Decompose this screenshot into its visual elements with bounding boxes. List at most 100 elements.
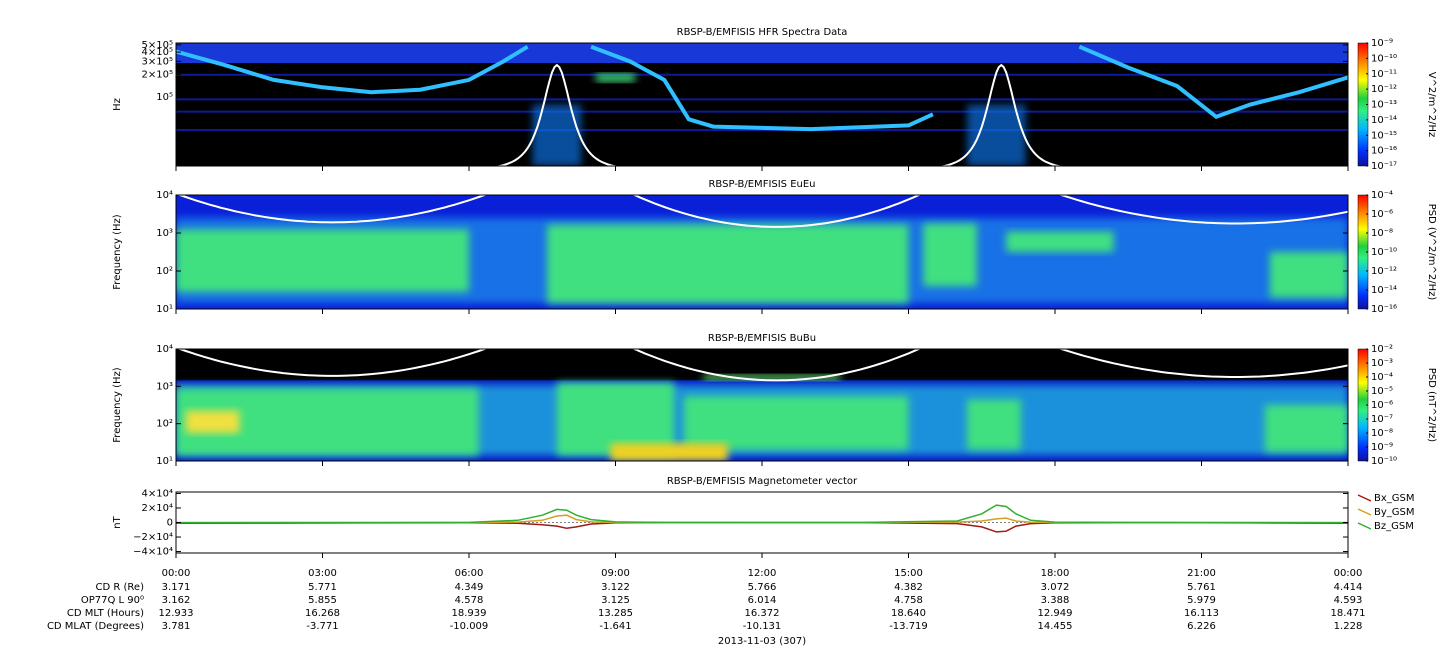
x-tick-label: 09:00	[601, 568, 630, 579]
blob	[595, 73, 636, 82]
ephemeris-value: 16.372	[745, 608, 780, 619]
ephemeris-value: 12.949	[1038, 608, 1073, 619]
y-tick-label: 10¹	[156, 304, 173, 315]
blob	[683, 396, 909, 450]
colorbar-tick-label: 10⁻⁸	[1371, 428, 1393, 439]
y-tick-label: 10¹	[156, 456, 173, 467]
series-line	[175, 504, 1349, 524]
trace	[176, 44, 529, 95]
colorbar-tick-label: 10⁻¹⁰	[1371, 247, 1397, 258]
ephemeris-value: 3.171	[162, 582, 191, 593]
ephemeris-value: 1.228	[1334, 621, 1363, 632]
colorbar-tick-label: 10⁻¹⁵	[1371, 130, 1397, 141]
ephemeris-value: 4.578	[455, 595, 484, 606]
blob	[1006, 231, 1114, 252]
date-label: 2013-11-03 (307)	[718, 636, 806, 647]
colorbar-tick-label: 10⁻⁷	[1371, 414, 1393, 425]
colorbar-tick-label: 10⁻¹¹	[1371, 69, 1397, 80]
blob	[185, 410, 240, 433]
y-tick-label: 2×10⁵	[142, 70, 173, 81]
band	[176, 43, 1348, 63]
x-tick-label: 21:00	[1187, 568, 1216, 579]
trace	[1078, 44, 1348, 120]
ephemeris-label: OP77Q L 90⁰	[81, 595, 144, 606]
x-tick-label: 12:00	[748, 568, 777, 579]
ephemeris-value: -1.641	[599, 621, 631, 632]
y-tick-label: 10⁴	[156, 190, 173, 201]
x-tick-label: 00:00	[1334, 568, 1363, 579]
y-tick-label: 10⁴	[156, 344, 173, 355]
ephemeris-value: -13.719	[889, 621, 928, 632]
blob	[1264, 405, 1348, 453]
colorbar-tick-label: 10⁻⁶	[1371, 400, 1393, 411]
band	[176, 98, 1348, 101]
colorbar-tick-label: 10⁻¹⁰	[1371, 456, 1397, 467]
model-curve	[177, 195, 488, 224]
ephemeris-value: 16.268	[305, 608, 340, 619]
y-axis-label: Frequency (Hz)	[112, 367, 123, 443]
band	[176, 73, 1348, 76]
blob	[967, 399, 1021, 450]
ephemeris-value: 3.072	[1041, 582, 1070, 593]
colorbar-tick-label: 10⁻¹⁰	[1371, 53, 1397, 64]
y-tick-label: 10³	[156, 228, 173, 239]
colorbar-label: PSD (V^2/m^2/Hz)	[1426, 204, 1437, 301]
blob	[923, 223, 977, 287]
y-tick-label: 4×10⁵	[142, 47, 173, 58]
ephemeris-value: 6.014	[748, 595, 777, 606]
colorbar-tick-label: 10⁻⁶	[1371, 209, 1393, 220]
panel-title: RBSP-B/EMFISIS EuEu	[708, 179, 815, 190]
y-axis-label: Frequency (Hz)	[112, 214, 123, 290]
y-tick-label: −2×10⁴	[133, 532, 173, 543]
ephemeris-value: 12.933	[159, 608, 194, 619]
colorbar-tick-label: 10⁻³	[1371, 358, 1393, 369]
y-tick-label: 3×10⁵	[142, 56, 173, 67]
legend-swatch	[1357, 508, 1372, 516]
spectrogram	[176, 195, 1348, 309]
ephemeris-value: 18.939	[452, 608, 487, 619]
x-tick-label: 00:00	[162, 568, 191, 579]
legend-swatch	[1357, 494, 1372, 502]
ephemeris-value: 3.125	[601, 595, 630, 606]
model-curve	[1058, 195, 1348, 225]
ephemeris-value: 16.113	[1184, 608, 1219, 619]
y-tick-label: 5×10⁵	[142, 40, 173, 51]
colorbar-tick-label: 10⁻⁵	[1371, 386, 1393, 397]
model-curve	[632, 349, 922, 382]
ephemeris-value: 4.349	[455, 582, 484, 593]
colorbar-tick-label: 10⁻⁹	[1371, 38, 1393, 49]
ephemeris-value: 5.766	[748, 582, 777, 593]
colorbar-tick-label: 10⁻¹⁴	[1371, 115, 1397, 126]
blob	[1269, 252, 1348, 298]
colorbar-label: PSD (nT^2/Hz)	[1426, 368, 1437, 442]
ephemeris-value: 4.758	[894, 595, 923, 606]
colorbar-tick-label: 10⁻²	[1371, 344, 1393, 355]
ephemeris-value: 5.979	[1187, 595, 1216, 606]
colorbar-tick-label: 10⁻¹⁴	[1371, 285, 1397, 296]
ephemeris-value: 3.388	[1041, 595, 1070, 606]
ephemeris-value: 3.781	[162, 621, 191, 632]
colorbar-tick-label: 10⁻¹²	[1371, 84, 1397, 95]
legend-label: Bx_GSM	[1374, 493, 1415, 504]
y-tick-label: 0	[167, 518, 173, 529]
blob	[176, 229, 469, 292]
model-curve	[632, 195, 922, 228]
ephemeris-value: -10.009	[450, 621, 489, 632]
y-tick-label: 10²	[156, 419, 173, 430]
x-tick-label: 18:00	[1041, 568, 1070, 579]
colorbar-tick-label: 10⁻¹⁷	[1371, 161, 1397, 172]
y-tick-label: 4×10⁴	[142, 488, 173, 499]
colorbar-label: V^2/m^2/Hz	[1426, 72, 1437, 138]
ephemeris-value: 18.640	[891, 608, 926, 619]
legend-label: Bz_GSM	[1374, 521, 1414, 532]
ephemeris-value: 5.771	[308, 582, 337, 593]
model-curve	[938, 63, 1064, 166]
model-curve	[494, 63, 620, 166]
y-tick-label: −4×10⁴	[133, 547, 173, 558]
burst	[967, 104, 1026, 166]
x-tick-label: 06:00	[455, 568, 484, 579]
spectrogram	[176, 43, 1348, 166]
burst	[532, 104, 582, 166]
colorbar-tick-label: 10⁻¹³	[1371, 100, 1397, 111]
